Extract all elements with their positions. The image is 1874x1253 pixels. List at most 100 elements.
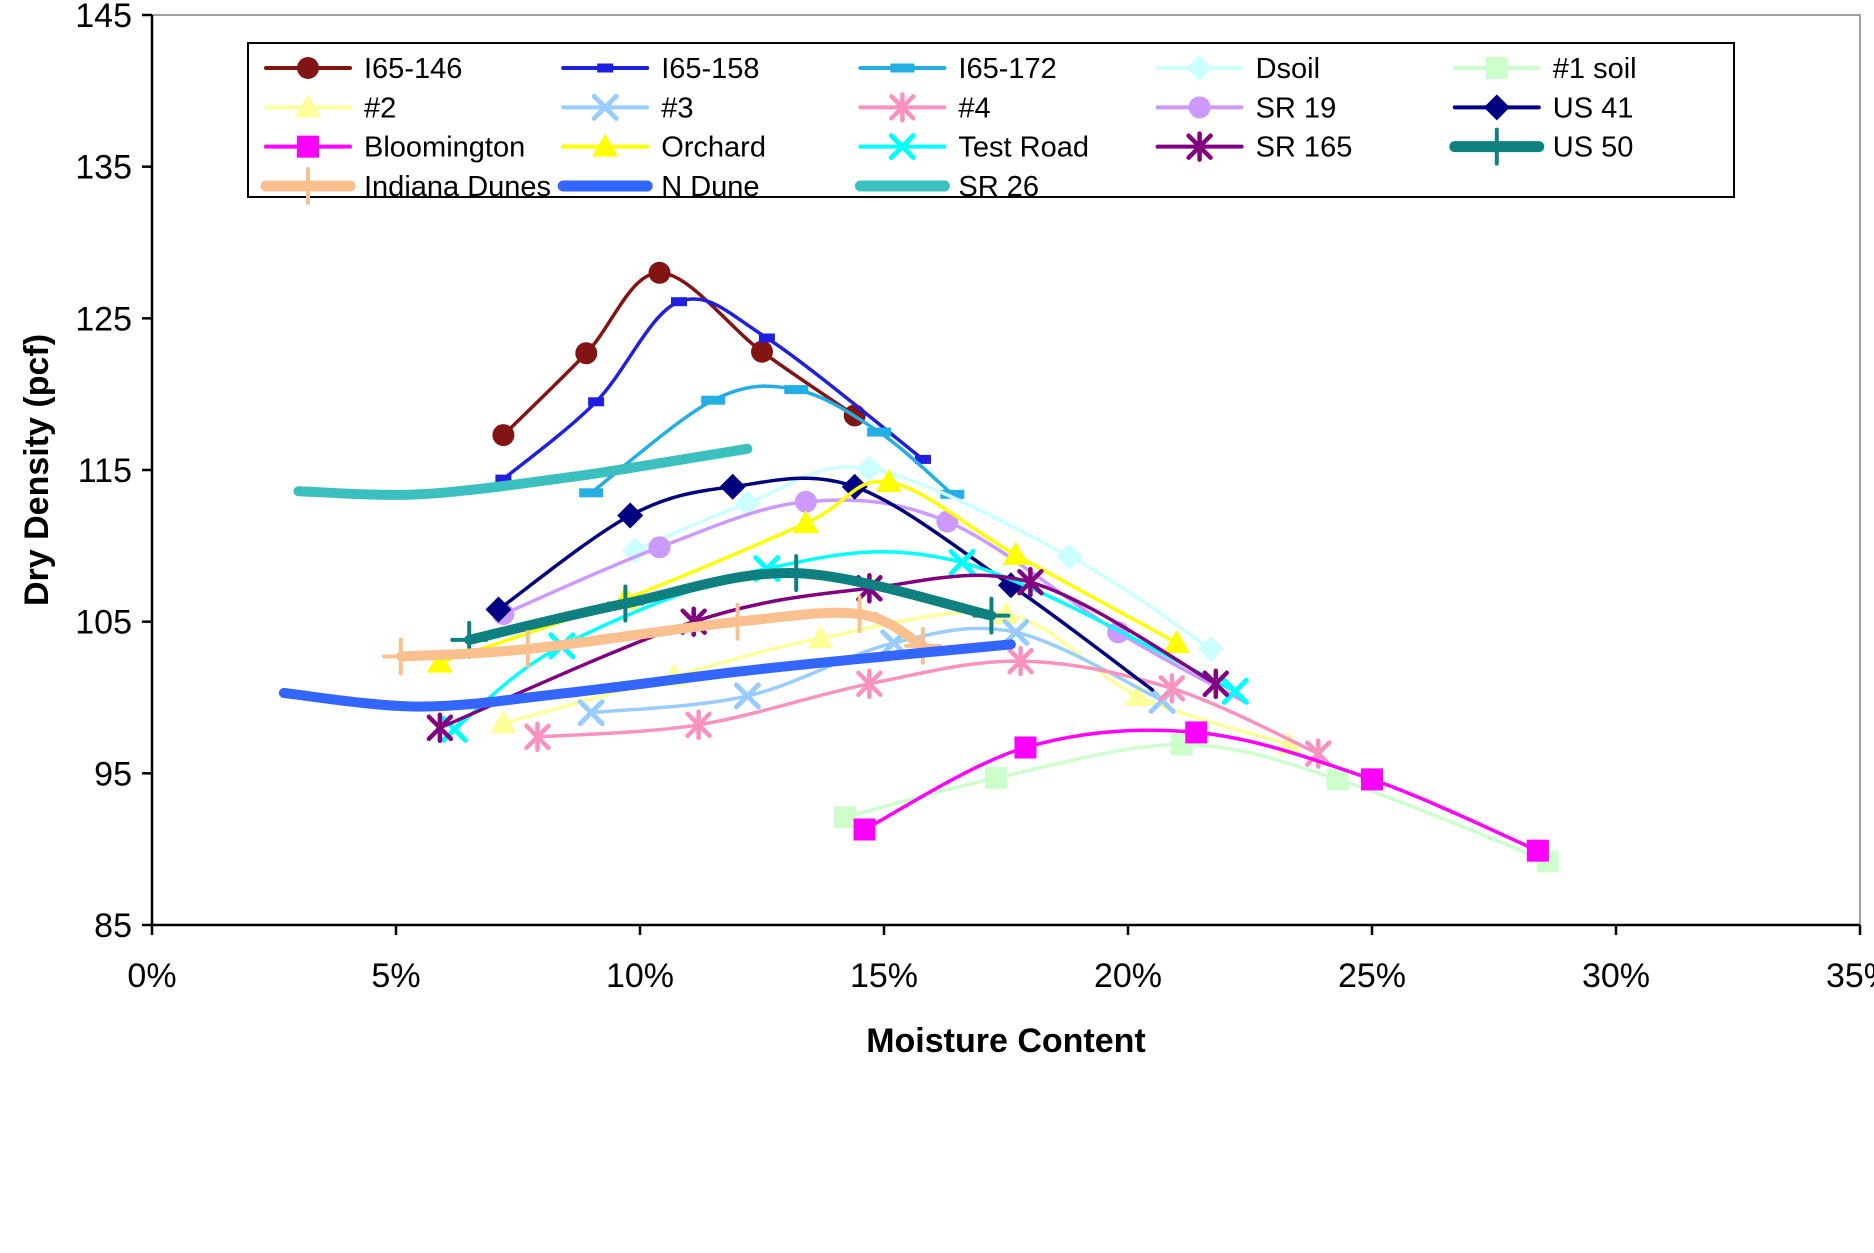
- marker-circle: [648, 536, 671, 559]
- y-tick-label: 145: [75, 0, 132, 35]
- legend-label: Orchard: [661, 132, 766, 164]
- y-tick-label: 135: [75, 149, 132, 187]
- x-axis-title: Moisture Content: [866, 1022, 1146, 1060]
- marker-triangle: [1163, 629, 1190, 653]
- y-tick-label: 85: [94, 907, 132, 945]
- series-us-41: [485, 473, 1155, 692]
- legend-label: #1 soil: [1553, 53, 1637, 85]
- series-line: [496, 476, 1155, 692]
- axes: 0% 5% 10% 15% 20% 25% 30% 35% 85 95 105 115 125 135 14…: [75, 0, 1874, 995]
- legend-item-sr-19: SR 19: [1155, 92, 1337, 124]
- y-axis-title: Dry Density (pcf): [18, 334, 56, 606]
- series-i65-172: [579, 384, 965, 499]
- marker-asterisk: [889, 92, 916, 123]
- series-line: [452, 550, 1238, 732]
- legend-label: Bloomington: [364, 132, 525, 164]
- marker-triangle: [295, 94, 321, 118]
- marker-plus: [777, 554, 816, 593]
- marker-asterisk: [1186, 131, 1213, 162]
- series--1-soil: [834, 733, 1559, 873]
- marker-dash: [579, 488, 604, 498]
- legend-label: I65-172: [958, 53, 1056, 85]
- marker-triangle: [426, 649, 453, 673]
- x-tick-label: 20%: [1094, 957, 1162, 995]
- legend: I65-146 I65-158 I65-172 Dsoil #1 soil #2 #3 #4 S…: [247, 42, 1735, 205]
- marker-triangle: [592, 133, 619, 157]
- series-i65-146: [492, 261, 866, 447]
- marker-dash: [867, 427, 892, 437]
- marker-asterisk: [685, 709, 712, 741]
- legend-label: #4: [958, 92, 990, 124]
- marker-triangle: [807, 625, 834, 649]
- marker-small-dash: [597, 63, 614, 73]
- marker-small-dash: [671, 297, 687, 307]
- series-n-dune: [278, 639, 1016, 712]
- series-line: [501, 498, 1247, 704]
- marker-square: [1361, 768, 1383, 791]
- x-tick-label: 10%: [606, 957, 674, 995]
- legend-item-i65-146: I65-146: [264, 53, 462, 85]
- series-line: [438, 573, 1218, 730]
- marker-triangle: [1124, 683, 1151, 706]
- x-tick-label: 15%: [850, 957, 918, 995]
- y-tick-label: 95: [94, 755, 132, 793]
- legend-item--1-soil: #1 soil: [1452, 53, 1637, 85]
- marker-diamond: [734, 490, 761, 517]
- marker-diamond: [1198, 636, 1224, 662]
- marker-triangle: [792, 510, 819, 534]
- legend-label: SR 165: [1256, 132, 1353, 164]
- marker-circle: [575, 342, 598, 365]
- legend-label: N Dune: [661, 171, 759, 203]
- series-sr-26: [293, 443, 753, 500]
- legend-item--4: #4: [858, 92, 991, 124]
- legend-item-dsoil: Dsoil: [1155, 53, 1320, 85]
- marker-asterisk: [1007, 645, 1034, 677]
- marker-small-dash: [588, 397, 605, 407]
- series-line: [278, 639, 1016, 712]
- marker-square: [297, 135, 319, 158]
- x-tick-label: 0%: [127, 957, 176, 995]
- legend-item-us-50: US 50: [1449, 127, 1633, 166]
- marker-circle: [1188, 96, 1211, 119]
- plot-area: [278, 261, 1559, 873]
- marker-circle: [297, 57, 319, 79]
- marker-triangle: [993, 601, 1019, 625]
- marker-diamond: [1186, 55, 1213, 81]
- x-tick-label: 25%: [1338, 957, 1406, 995]
- legend-label: Dsoil: [1256, 53, 1320, 85]
- legend-item-sr-26: SR 26: [854, 171, 1039, 203]
- legend-label: SR 19: [1256, 92, 1337, 124]
- marker-dash: [784, 385, 809, 395]
- legend-item--2: #2: [264, 92, 396, 124]
- marker-diamond: [485, 596, 512, 623]
- marker-square: [853, 818, 876, 841]
- legend-label: US 41: [1553, 92, 1634, 124]
- series-line: [464, 568, 997, 645]
- marker-diamond: [1483, 94, 1510, 121]
- marker-diamond: [1056, 543, 1083, 570]
- legend-label: I65-146: [364, 53, 462, 85]
- legend-item--3: #3: [561, 92, 693, 124]
- legend-item-sr-165: SR 165: [1155, 131, 1353, 164]
- legend-item-i65-172: I65-172: [858, 53, 1057, 85]
- legend-item-orchard: Orchard: [561, 132, 766, 164]
- series-line: [535, 659, 1321, 756]
- x-tick-label: 5%: [371, 957, 420, 995]
- marker-plus: [1477, 127, 1516, 166]
- series-dsoil: [622, 455, 1224, 662]
- marker-square: [1485, 57, 1508, 79]
- legend-item-i65-158: I65-158: [561, 53, 760, 85]
- marker-plus: [381, 637, 420, 676]
- x-tick-label: 30%: [1582, 957, 1650, 995]
- marker-x: [1221, 677, 1249, 705]
- series-line: [293, 443, 753, 500]
- marker-diamond: [856, 455, 883, 482]
- legend-item-test-road: Test Road: [858, 132, 1089, 164]
- marker-asterisk: [856, 668, 883, 700]
- series-i65-158: [495, 297, 931, 484]
- marker-triangle: [875, 469, 902, 493]
- marker-x: [948, 549, 976, 576]
- marker-diamond: [622, 537, 649, 564]
- marker-diamond: [719, 473, 746, 500]
